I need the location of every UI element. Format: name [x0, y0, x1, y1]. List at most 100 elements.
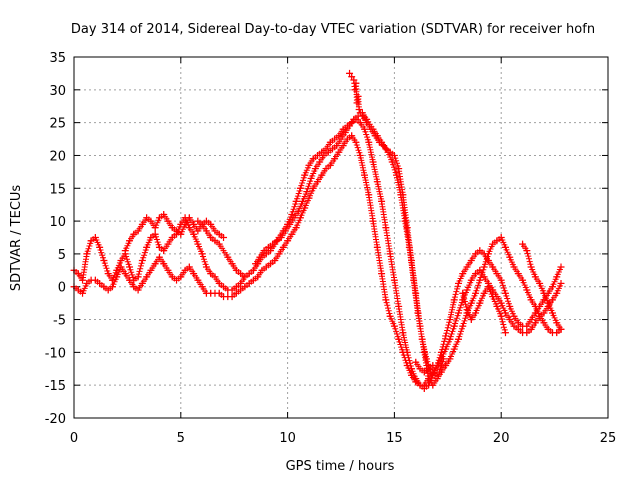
data-point [249, 266, 257, 274]
data-point [194, 276, 202, 284]
data-point [510, 322, 518, 330]
x-tick-label: 25 [600, 431, 617, 446]
data-point [501, 289, 509, 297]
y-tick-label: 5 [58, 248, 66, 263]
data-point [232, 266, 240, 274]
data-point [296, 214, 304, 222]
data-point [271, 256, 279, 264]
data-point [126, 276, 134, 284]
data-point [314, 178, 322, 186]
data-point [284, 237, 292, 245]
data-point [418, 335, 426, 343]
data-point [305, 161, 313, 169]
series-trace-5 [194, 217, 565, 376]
data-point [403, 224, 411, 232]
data-point [309, 184, 317, 192]
data-point [450, 322, 458, 330]
data-point [514, 325, 522, 333]
data-point [519, 276, 527, 284]
data-point [232, 283, 240, 291]
data-point [425, 375, 433, 383]
data-point [472, 250, 480, 258]
data-point [215, 289, 223, 297]
data-point [108, 276, 116, 284]
data-point [506, 316, 514, 324]
data-point [237, 286, 245, 294]
data-point [429, 381, 437, 389]
data-point [190, 220, 198, 228]
y-tick-label: -15 [45, 379, 66, 394]
data-point [254, 273, 262, 281]
data-point [467, 276, 475, 284]
data-point [339, 142, 347, 150]
data-point [416, 365, 424, 373]
data-point [355, 106, 363, 114]
data-point [74, 286, 82, 294]
data-point [331, 135, 339, 143]
data-point [126, 263, 134, 271]
data-point [104, 270, 112, 278]
data-point [440, 355, 448, 363]
data-point [416, 322, 424, 330]
data-point [420, 348, 428, 356]
data-point [328, 145, 336, 153]
data-point [480, 289, 488, 297]
data-point [527, 316, 535, 324]
data-point [390, 151, 398, 159]
data-point [301, 204, 309, 212]
data-point [185, 214, 193, 222]
data-point [405, 243, 413, 251]
data-point [514, 270, 522, 278]
data-point [527, 296, 535, 304]
data-point [497, 276, 505, 284]
data-point [557, 279, 565, 287]
data-point [510, 312, 518, 320]
data-point [143, 243, 151, 251]
data-point [314, 151, 322, 159]
data-point [378, 138, 386, 146]
data-point [160, 247, 168, 255]
data-point [215, 230, 223, 238]
y-tick-label: 30 [49, 84, 66, 99]
data-point [472, 289, 480, 297]
data-point [215, 240, 223, 248]
data-point [151, 260, 159, 268]
data-point [536, 279, 544, 287]
data-point [241, 283, 249, 291]
data-point [164, 217, 172, 225]
data-point [168, 273, 176, 281]
data-point [407, 256, 415, 264]
data-point [181, 220, 189, 228]
data-point [506, 302, 514, 310]
data-point [147, 266, 155, 274]
data-point [540, 309, 548, 317]
data-point [220, 283, 228, 291]
data-point [299, 197, 307, 205]
data-point [237, 270, 245, 278]
data-point [194, 227, 202, 235]
data-point [198, 220, 206, 228]
data-point [493, 302, 501, 310]
data-point [173, 227, 181, 235]
data-point [286, 220, 294, 228]
data-point [91, 276, 99, 284]
data-point [360, 171, 368, 179]
data-point [472, 270, 480, 278]
data-point [493, 270, 501, 278]
data-point [395, 335, 403, 343]
data-point [311, 165, 319, 173]
data-point [360, 125, 368, 133]
data-point [548, 283, 556, 291]
data-point [138, 220, 146, 228]
data-point [337, 135, 345, 143]
data-point [412, 289, 420, 297]
data-point [113, 273, 121, 281]
data-point [510, 263, 518, 271]
data-point [100, 283, 108, 291]
data-point [501, 243, 509, 251]
data-point [399, 348, 407, 356]
chart-title: Day 314 of 2014, Sidereal Day-to-day VTE… [71, 22, 595, 37]
data-point [493, 237, 501, 245]
data-point [346, 122, 354, 130]
